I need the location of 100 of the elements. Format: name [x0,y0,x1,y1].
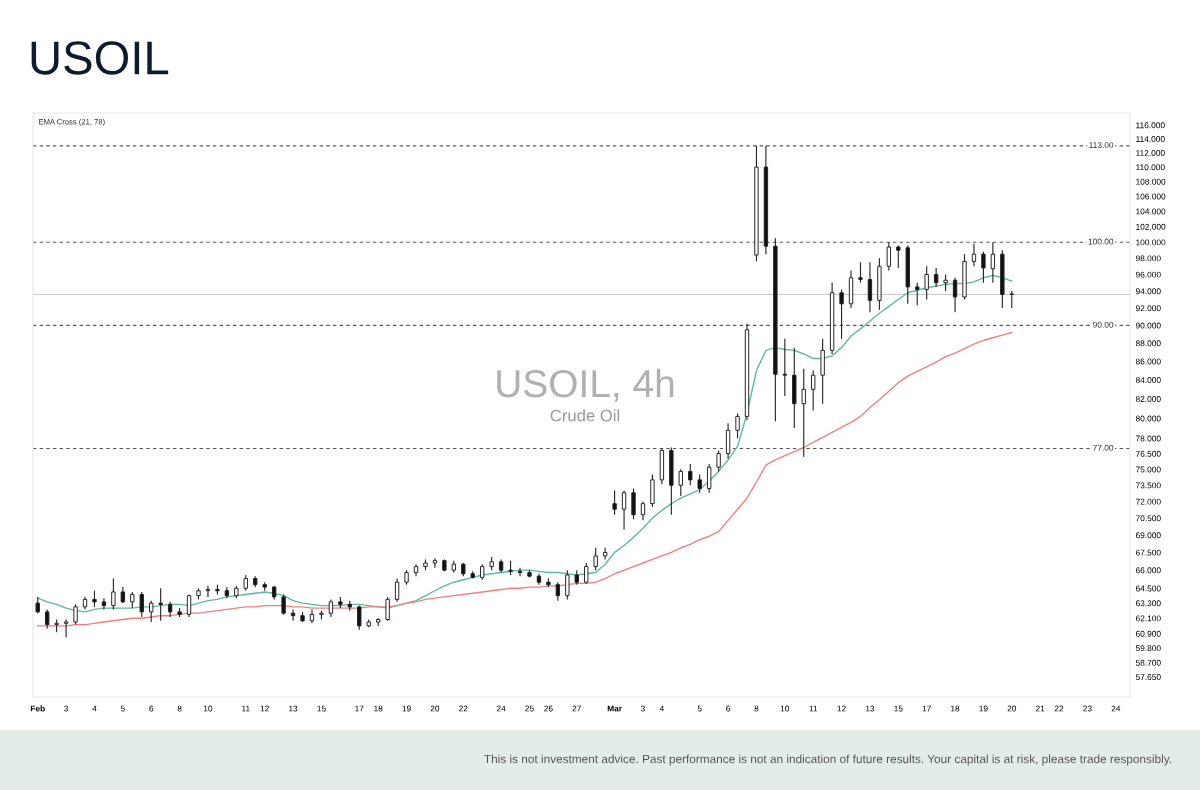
candlestick [432,557,438,569]
y-tick-label: 94.000 [1135,288,1161,295]
ref-line-label: 77.00 [1093,444,1114,451]
y-tick-label: 116.000 [1136,122,1165,129]
candlestick [612,490,617,516]
x-tick-label: 22 [1054,705,1064,712]
y-tick-label: 75.000 [1135,466,1161,473]
candlestick [640,500,646,521]
candlestick [886,241,892,271]
candlestick [565,569,570,600]
candlestick [309,608,315,624]
candlestick [924,265,929,301]
x-tick-label: 18 [374,705,383,712]
candlestick [621,490,627,530]
y-tick-label: 58.700 [1135,659,1161,666]
candlestick [811,369,816,412]
candlestick [858,261,863,284]
y-tick-label: 57.650 [1135,674,1161,680]
x-tick-label: 21 [1035,705,1045,712]
y-tick-label: 64.500 [1135,585,1161,592]
y-tick-label: 73.500 [1135,482,1161,489]
candlestick [593,547,598,571]
candlestick [867,261,873,313]
x-tick-label: 17 [922,705,931,712]
candlestick [915,282,920,307]
candlestick [73,603,78,626]
candlestick [385,596,390,622]
y-tick-label: 96.000 [1135,271,1161,278]
y-tick-label: 84.000 [1135,377,1161,383]
candlestick [801,368,806,458]
candlestick [706,463,712,494]
annotation: USOIL, 4h [497,368,674,403]
x-tick-label: 19 [402,705,411,712]
x-tick-label: 22 [459,705,468,712]
annotation: Crude Oil [550,409,620,422]
candlestick [896,244,901,269]
x-tick-label: 15 [317,705,326,712]
x-tick-label: 11 [809,705,818,712]
y-tick-label: 102.000 [1136,223,1166,230]
y-tick-label: 100.000 [1136,239,1166,246]
candlestick [186,593,192,618]
candlestick [149,600,154,623]
y-tick-label: 72.000 [1135,498,1161,505]
candlestick [697,474,702,494]
y-tick-label: 114.000 [1136,136,1165,142]
candlestick [394,578,400,603]
candlestick [101,597,107,610]
x-tick-label: 4 [659,705,664,712]
x-tick-label: 3 [64,705,69,712]
x-tick-label: 4 [92,705,97,712]
y-tick-label: 62.100 [1135,615,1161,622]
candlestick [111,578,116,610]
y-tick-label: 59.800 [1135,645,1161,652]
x-tick-label: 24 [1111,705,1121,712]
x-tick-label: 10 [203,705,213,712]
y-tick-label: 98.000 [1135,255,1161,262]
y-tick-label: 60.900 [1135,630,1161,637]
candlestick [839,288,844,340]
candlestick [678,468,683,497]
y-tick-label: 90.000 [1135,322,1161,329]
y-tick-label: 82.000 [1135,396,1161,402]
y-tick-label: 112.000 [1136,150,1165,156]
y-tick-label: 110.000 [1136,164,1165,171]
x-tick-label: 13 [865,705,875,712]
ref-line-label: 100.00 [1088,238,1114,245]
candlestick [357,605,362,631]
y-tick-label: 67.500 [1135,549,1161,556]
x-tick-label: 12 [837,705,846,712]
candlestick [158,587,163,622]
candlestick [139,591,144,618]
x-tick-label: 26 [544,705,553,712]
y-tick-label: 92.000 [1135,305,1161,312]
candlestick [631,487,636,520]
line-series [37,331,1013,627]
x-tick-label: 18 [951,705,960,712]
y-tick-label: 88.000 [1135,340,1161,347]
x-tick-label: 3 [640,705,645,712]
x-tick-label: 20 [1007,705,1017,712]
candlestick [933,267,939,288]
x-tick-label: 6 [726,705,731,712]
x-tick-label: 12 [260,705,269,712]
y-tick-label: 69.000 [1135,532,1161,539]
candlestick [650,474,655,508]
x-tick-label: Mar [607,705,622,712]
y-tick-label: 63.300 [1135,600,1161,607]
candlestick [735,412,740,439]
x-tick-label: 15 [894,705,903,712]
x-tick-label: 25 [525,705,534,712]
x-tick-label: 23 [1083,705,1092,712]
x-tick-label: 20 [430,705,440,712]
y-tick-label: 70.500 [1135,515,1161,522]
candlestick [602,547,608,561]
x-tick-label: 13 [289,705,298,712]
x-tick-label: 10 [780,705,790,712]
x-tick-label: 17 [355,705,364,712]
ref-line-label: 90.00 [1093,321,1114,328]
y-tick-label: 66.000 [1135,567,1161,574]
y-tick-label: 78.000 [1135,435,1161,442]
x-tick-label: 8 [177,705,182,712]
text: This is not investment advice. Past performance is not an indication of future results. Your capital is at risk, please trade responsibly. [484,754,1171,766]
